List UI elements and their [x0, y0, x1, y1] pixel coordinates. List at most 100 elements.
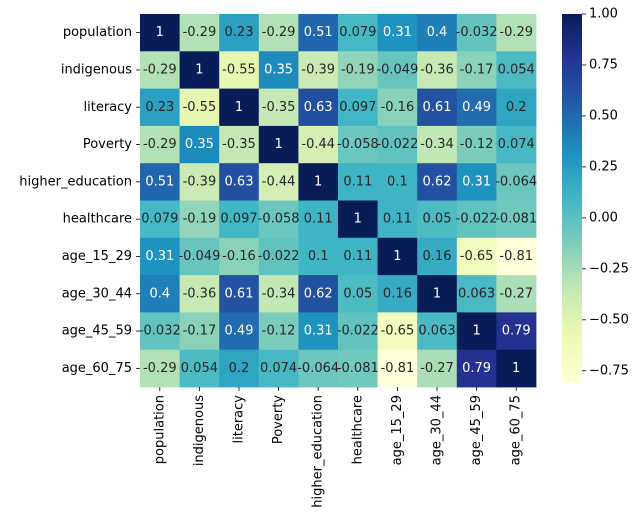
heatmap-cell — [298, 312, 339, 351]
cell-annotation: 1 — [314, 174, 322, 189]
x-tick-label: age_45_59 — [469, 395, 484, 465]
y-tick-label: higher_education — [19, 174, 132, 189]
heatmap-cell — [338, 349, 378, 388]
heatmap-cell — [417, 200, 458, 239]
heatmap-cell — [456, 14, 497, 52]
heatmap-cell — [298, 349, 339, 388]
y-tick-label: literacy — [84, 100, 133, 115]
cell-annotation: 0.1 — [387, 174, 408, 189]
heatmap-cell — [298, 200, 339, 239]
x-axis: population indigenous literacy Poverty highe… — [152, 387, 524, 508]
cell-annotation: 0.2 — [229, 361, 250, 376]
cell-annotation: -0.44 — [262, 174, 296, 189]
y-axis: population indigenous literacy Poverty highe… — [19, 25, 140, 376]
heatmap-cell — [377, 200, 418, 239]
y-tick-label: population — [63, 25, 132, 40]
cell-annotation: 0.097 — [339, 100, 376, 115]
heatmap-cell — [417, 349, 458, 388]
heatmap-cell — [496, 200, 537, 239]
heatmap-cell — [258, 237, 299, 276]
heatmap-cell — [456, 51, 497, 89]
cell-annotation: 0.35 — [185, 137, 214, 152]
heatmap-cell — [456, 275, 497, 313]
cell-annotation: -0.032 — [456, 25, 498, 40]
x-tick-label: literacy — [232, 395, 247, 444]
cell-annotation: -0.022 — [258, 249, 300, 264]
cell-annotation: 0.23 — [225, 25, 254, 40]
cell-annotation: 1 — [393, 249, 401, 264]
heatmap-cell — [219, 349, 260, 388]
heatmap-cell — [258, 163, 299, 201]
heatmap-cell — [298, 275, 339, 313]
heatmap-cell — [456, 163, 497, 201]
cell-annotation: 1 — [156, 25, 164, 40]
cell-annotation: 1 — [433, 286, 441, 301]
cell-annotation: -0.17 — [183, 324, 217, 339]
heatmap-cell — [179, 200, 220, 239]
cell-annotation: -0.058 — [337, 137, 379, 152]
x-tick-label: age_60_75 — [509, 395, 524, 465]
cell-annotation: 0.4 — [149, 286, 170, 301]
cell-annotation: -0.29 — [143, 137, 177, 152]
heatmap-cell — [179, 237, 220, 276]
heatmap-cell — [140, 14, 180, 52]
heatmap-cell — [496, 275, 537, 313]
cell-annotation: -0.16 — [381, 100, 415, 115]
cell-annotation: -0.19 — [183, 212, 217, 227]
heatmap-cell — [377, 51, 418, 89]
heatmap-cell — [140, 88, 180, 127]
cell-annotation: 0.11 — [343, 174, 372, 189]
heatmap-cell — [179, 51, 220, 89]
cell-annotation: 1 — [195, 62, 203, 77]
heatmap-cell — [258, 349, 299, 388]
cell-annotation: -0.34 — [262, 286, 296, 301]
heatmap-cell — [377, 88, 418, 127]
x-tick-label: age_30_44 — [430, 395, 445, 465]
cell-annotation: 0.1 — [308, 249, 329, 264]
cell-annotation: 0.079 — [339, 25, 376, 40]
heatmap-cell — [496, 51, 537, 89]
cell-annotation: -0.39 — [183, 174, 217, 189]
colorbar-tick-label: 0.00 — [589, 210, 618, 225]
cell-annotation: -0.55 — [222, 62, 256, 77]
heatmap-cell — [179, 163, 220, 201]
y-tick-label: age_60_75 — [62, 361, 132, 376]
heatmap-cell — [377, 312, 418, 351]
y-tick-label: age_15_29 — [62, 249, 132, 264]
cell-annotation: 0.79 — [462, 361, 491, 376]
cell-annotation: 0.51 — [304, 25, 333, 40]
heatmap-cell — [298, 51, 339, 89]
heatmap-cell — [140, 312, 180, 351]
x-tick-label: higher_education — [311, 395, 326, 508]
heatmap-cell — [338, 125, 378, 164]
heatmap-cell — [298, 125, 339, 164]
heatmap-cell — [338, 312, 378, 351]
cell-annotation: -0.34 — [420, 137, 454, 152]
heatmap-cell — [179, 349, 220, 388]
cell-annotation: 0.61 — [423, 100, 452, 115]
cell-annotation: 0.63 — [225, 174, 254, 189]
cell-annotation: 0.31 — [462, 174, 491, 189]
heatmap-annotations: 1 -0.29 0.23 -0.29 0.51 0.079 0.31 0.4 -0.032 -0.… — [139, 25, 537, 376]
cell-annotation: 1 — [512, 361, 520, 376]
heatmap-cell — [179, 312, 220, 351]
cell-annotation: 0.35 — [264, 62, 293, 77]
y-tick-label: age_30_44 — [62, 286, 132, 301]
colorbar-tick-label: 0.25 — [589, 159, 618, 174]
heatmap-cell — [219, 275, 260, 313]
cell-annotation: -0.081 — [495, 212, 537, 227]
y-tick-label: age_45_59 — [62, 324, 132, 339]
heatmap-cell — [377, 125, 418, 164]
cell-annotation: -0.35 — [222, 137, 256, 152]
cell-annotation: 0.079 — [141, 212, 178, 227]
cell-annotation: 1 — [274, 137, 282, 152]
x-tick-label: population — [152, 395, 167, 464]
cell-annotation: -0.27 — [420, 361, 454, 376]
cell-annotation: -0.049 — [376, 62, 418, 77]
cell-annotation: -0.12 — [460, 137, 494, 152]
cell-annotation: -0.022 — [376, 137, 418, 152]
heatmap-cell — [140, 51, 180, 89]
colorbar-tick-label: 1.00 — [589, 7, 618, 22]
cell-annotation: -0.29 — [499, 25, 533, 40]
colorbar-gradient — [562, 14, 582, 383]
